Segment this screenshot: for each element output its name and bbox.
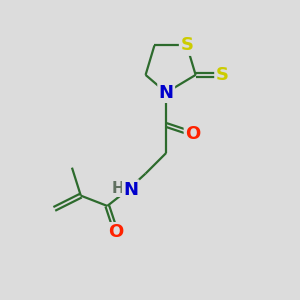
Text: O: O [185,125,200,143]
Text: H: H [112,181,125,196]
Text: S: S [216,66,229,84]
Text: N: N [123,181,138,199]
Text: S: S [180,37,193,55]
Text: O: O [109,224,124,242]
Text: N: N [159,84,174,102]
